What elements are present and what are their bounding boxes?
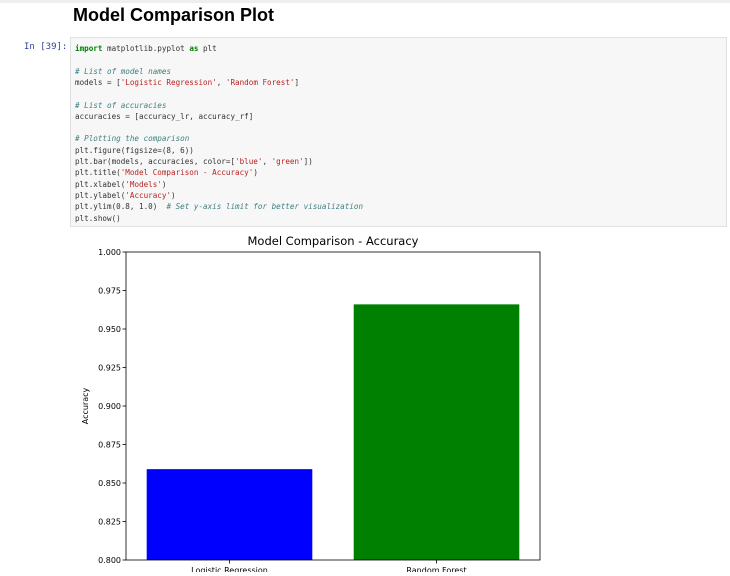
code-comment: # List of model names <box>75 66 172 76</box>
code-line: plt.ylim(0.8, 1.0) # Set y-axis limit fo… <box>75 201 363 212</box>
code-token: plt <box>198 44 217 53</box>
code-token: ) <box>161 179 167 189</box>
code-token: ] <box>294 77 300 87</box>
code-line: # Plotting the comparison <box>75 133 189 144</box>
code-line: import matplotlib.pyplot as plt <box>75 43 217 54</box>
x-tick-label: Logistic Regression <box>191 566 268 572</box>
code-token: plt.figure(figsize=(8, 6)) <box>75 145 194 155</box>
y-tick-label: 0.825 <box>98 518 121 527</box>
cell-separator <box>0 0 730 3</box>
y-tick-label: 0.875 <box>98 441 121 450</box>
bar-random-forest <box>353 304 520 560</box>
markdown-heading: Model Comparison Plot <box>73 5 275 25</box>
code-token: plt.show() <box>75 213 121 223</box>
code-token: ) <box>253 168 258 178</box>
code-string: 'Logistic Regression' <box>120 77 217 87</box>
code-string: 'green' <box>271 157 304 166</box>
cell-output: Model Comparison - Accuracy Logistic Regr… <box>64 228 730 572</box>
y-tick-label: 1.000 <box>98 248 121 257</box>
code-token: accuracies = [accuracy_lr, accuracy_rf] <box>75 111 254 121</box>
code-line: plt.ylabel('Accuracy') <box>75 190 176 201</box>
code-token: , <box>216 77 226 87</box>
code-token: plt.title( <box>75 168 121 178</box>
code-token: , <box>262 157 272 166</box>
code-line: models = ['Logistic Regression', 'Random… <box>75 77 299 88</box>
bar-logistic-regression <box>146 469 313 560</box>
code-token: ) <box>171 190 176 200</box>
code-keyword: import <box>75 44 103 53</box>
code-string: 'blue' <box>235 157 263 166</box>
code-token: models = [ <box>75 77 121 87</box>
code-token: matplotlib.pyplot <box>102 44 190 53</box>
code-line: plt.figure(figsize=(8, 6)) <box>75 145 194 156</box>
bar-chart: Model Comparison - Accuracy Logistic Regr… <box>81 234 541 572</box>
code-line: plt.title('Model Comparison - Accuracy') <box>75 167 258 178</box>
cell-prompt: In [39]: <box>24 42 68 52</box>
code-line: accuracies = [accuracy_lr, accuracy_rf] <box>75 111 253 122</box>
code-comment: # List of accuracies <box>75 100 167 110</box>
code-string: 'Random Forest' <box>225 77 295 87</box>
code-token: plt.bar(models, accuracies, color=[ <box>75 157 236 166</box>
y-axis-label: Accuracy <box>81 387 90 424</box>
y-tick-label: 0.850 <box>98 479 121 488</box>
code-string: 'Models' <box>125 179 162 189</box>
code-token: ]) <box>303 157 313 166</box>
code-token: plt.ylabel( <box>75 190 126 200</box>
code-line: # List of accuracies <box>75 100 166 111</box>
code-string: 'Model Comparison - Accuracy' <box>120 168 254 178</box>
y-tick-label: 0.975 <box>98 287 121 296</box>
code-token: plt.ylim(0.8, 1.0) <box>75 202 167 212</box>
code-line: plt.xlabel('Models') <box>75 179 166 190</box>
code-line: plt.show() <box>75 213 121 224</box>
code-string: 'Accuracy' <box>125 190 172 200</box>
code-line: plt.bar(models, accuracies, color=['blue… <box>75 156 313 167</box>
y-tick-label: 0.925 <box>98 364 121 373</box>
y-tick-label: 0.900 <box>98 402 121 411</box>
code-cell-editor[interactable]: import matplotlib.pyplot as plt # List of… <box>70 37 727 227</box>
code-token: plt.xlabel( <box>75 179 126 189</box>
y-tick-label: 0.800 <box>98 556 121 565</box>
code-line: # List of model names <box>75 66 171 77</box>
x-tick-label: Random Forest <box>406 566 466 572</box>
y-tick-label: 0.950 <box>98 325 121 334</box>
code-keyword: as <box>189 44 199 53</box>
code-comment: # Set y-axis limit for better visualizat… <box>166 202 364 212</box>
code-comment: # Plotting the comparison <box>75 134 190 144</box>
chart-title: Model Comparison - Accuracy <box>247 234 418 248</box>
